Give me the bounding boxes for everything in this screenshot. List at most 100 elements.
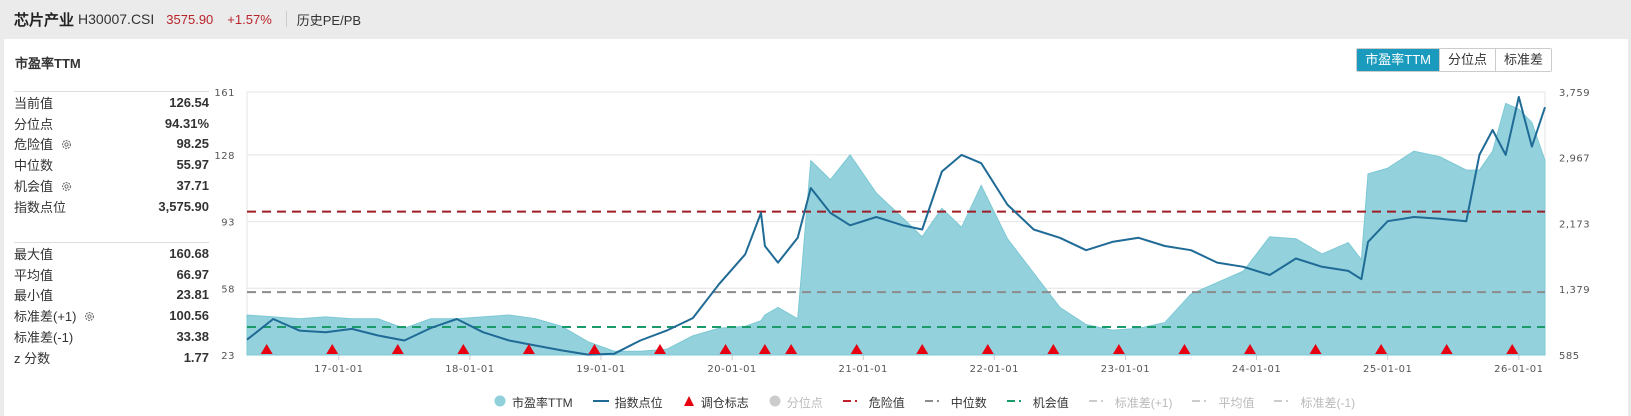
rebalance-marker-icon[interactable] (1375, 344, 1388, 354)
x-tick: 20-01-01 (707, 364, 756, 375)
index-change: +1.57% (227, 11, 272, 27)
legend-item[interactable]: 分位点 (769, 394, 823, 411)
legend-label: 危险值 (868, 396, 905, 410)
rebalance-marker-icon[interactable] (1047, 344, 1060, 354)
legend-marker-icon (924, 395, 945, 410)
rebalance-marker-icon[interactable] (785, 344, 798, 354)
stats-primary: 当前值 126.54 分位点 94.31% 危险值 98.25 中位数 55.97 机会值 37.… (14, 91, 209, 217)
legend-marker-icon (1088, 395, 1109, 410)
y-right-tick: 2,173 (1559, 219, 1590, 230)
legend-item[interactable]: 平均值 (1192, 394, 1254, 411)
rebalance-marker-icon[interactable] (522, 344, 535, 354)
legend-label: 指数点位 (614, 396, 663, 410)
rebalance-marker-icon[interactable] (654, 344, 666, 354)
legend-label: 调仓标志 (700, 396, 749, 410)
x-tick: 18-01-01 (445, 364, 494, 375)
segment-2[interactable]: 标准差 (1494, 49, 1551, 71)
stat-value: 66.97 (176, 266, 209, 282)
rebalance-marker-icon[interactable] (1244, 344, 1256, 354)
legend-marker-icon (769, 395, 781, 410)
stat-row: 最小值 23.81 (14, 285, 209, 306)
y-left-tick: 128 (214, 151, 235, 162)
legend-marker-icon (1006, 395, 1027, 410)
rebalance-marker-icon[interactable] (916, 344, 929, 354)
rebalance-marker-icon[interactable] (391, 344, 404, 354)
legend-item[interactable]: 标准差(+1) (1088, 394, 1172, 411)
tab-history-pe-pb[interactable]: 历史PE/PB (296, 12, 362, 28)
y-right-tick: 3,759 (1559, 88, 1590, 99)
x-tick: 22-01-01 (970, 364, 1019, 375)
chart-legend: 市盈率TTM 指数点位 调仓标志 分位点 危险值 中位数 机会值 标准差(+1) 平均值 标准差(… (494, 394, 1375, 411)
legend-item[interactable]: 调仓标志 (683, 394, 749, 411)
stat-label: 标准差(-1) (14, 330, 74, 346)
card-title: 市盈率TTM (15, 56, 81, 71)
rebalance-marker-icon[interactable] (588, 344, 601, 354)
segment-0[interactable]: 市盈率TTM (1357, 49, 1439, 71)
pe-area (246, 102, 1546, 356)
stat-row: z 分数 1.77 (14, 347, 209, 368)
stat-row: 标准差(+1) 100.56 (14, 305, 209, 326)
segment-1[interactable]: 分位点 (1438, 49, 1495, 71)
rebalance-marker-icon[interactable] (1440, 344, 1453, 354)
stat-value: 37.71 (176, 178, 209, 194)
y-left-tick: 58 (221, 284, 235, 295)
gear-icon[interactable] (61, 180, 72, 192)
legend-marker-icon (494, 395, 506, 410)
legend-marker-icon (1192, 395, 1212, 410)
stat-label: 最大值 (14, 246, 54, 262)
rebalance-marker-icon[interactable] (457, 344, 470, 354)
y-right-tick: 585 (1559, 351, 1580, 362)
rebalance-marker-icon[interactable] (981, 344, 994, 354)
rebalance-marker-icon[interactable] (719, 344, 732, 354)
x-tick: 23-01-01 (1101, 364, 1150, 375)
rebalance-marker-icon[interactable] (326, 344, 339, 354)
legend-item[interactable]: 危险值 (842, 394, 905, 411)
rebalance-marker-icon[interactable] (1178, 344, 1191, 354)
legend-item[interactable]: 市盈率TTM (494, 394, 573, 411)
index-price: 3575.90 (166, 11, 214, 27)
x-tick: 19-01-01 (576, 364, 625, 375)
x-tick: 21-01-01 (839, 364, 888, 375)
y-right-tick: 2,967 (1559, 154, 1590, 165)
y-left-tick: 23 (221, 351, 235, 362)
legend-label: 分位点 (786, 396, 823, 410)
legend-item[interactable]: 中位数 (924, 394, 987, 411)
legend-marker-icon (592, 395, 609, 410)
stat-row: 分位点 94.31% (14, 113, 209, 134)
stat-label: 危险值 (14, 134, 72, 153)
stat-value: 160.68 (169, 245, 209, 261)
rebalance-marker-icon[interactable] (758, 344, 771, 354)
gear-icon[interactable] (61, 138, 72, 150)
legend-item[interactable]: 指数点位 (592, 394, 663, 411)
stat-row: 机会值 37.71 (14, 175, 209, 196)
stat-label: 指数点位 (14, 199, 67, 215)
index-name: 芯片产业 (14, 11, 75, 29)
legend-item[interactable]: 机会值 (1006, 394, 1069, 411)
stat-value: 55.97 (176, 157, 209, 173)
stat-label: 分位点 (14, 116, 54, 132)
stat-value: 98.25 (176, 136, 209, 152)
stats-secondary: 最大值 160.68 平均值 66.97 最小值 23.81 标准差(+1) 100.56 标准… (14, 242, 209, 368)
stat-label: 平均值 (14, 267, 54, 283)
stat-row: 指数点位 3,575.90 (14, 196, 209, 217)
legend-label: 市盈率TTM (512, 396, 573, 410)
rebalance-marker-icon[interactable] (260, 344, 273, 354)
rebalance-marker-icon[interactable] (1309, 344, 1322, 354)
stat-value: 94.31% (164, 115, 209, 131)
legend-item[interactable]: 标准差(-1) (1274, 394, 1355, 411)
stat-label: z 分数 (14, 350, 51, 366)
index-code: H30007.CSI (78, 11, 155, 27)
rebalance-marker-icon[interactable] (1112, 344, 1125, 354)
legend-marker-icon (842, 395, 863, 410)
legend-marker-icon (1274, 395, 1294, 410)
rebalance-marker-icon[interactable] (1506, 344, 1519, 354)
gear-icon[interactable] (84, 310, 95, 322)
stat-value: 1.77 (183, 349, 209, 365)
legend-label: 平均值 (1218, 396, 1255, 410)
legend-label: 标准差(-1) (1300, 396, 1356, 410)
legend-marker-icon (683, 395, 695, 410)
divider (285, 11, 287, 27)
metric-segmented-control: 市盈率TTM 分位点 标准差 (1356, 48, 1552, 72)
rebalance-marker-icon[interactable] (850, 344, 863, 354)
